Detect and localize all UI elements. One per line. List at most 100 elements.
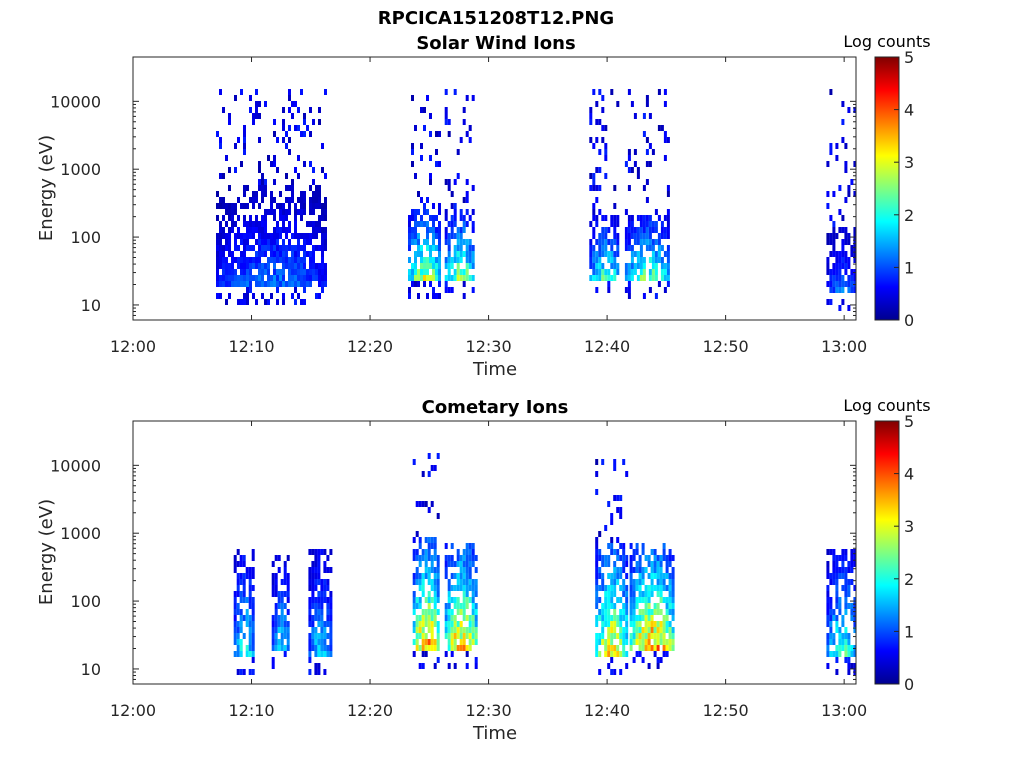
spectrogram-cell	[264, 185, 267, 191]
spectrogram-cell	[847, 287, 851, 293]
spectrogram-cell	[613, 239, 617, 245]
spectrogram-cell	[279, 233, 282, 239]
spectrogram-cell	[844, 651, 848, 657]
spectrogram-cell	[624, 263, 628, 269]
spectrogram-cell	[471, 221, 475, 227]
spectrogram-cell	[261, 275, 264, 281]
spectrogram-cell	[323, 585, 327, 591]
spectrogram-cell	[252, 203, 255, 209]
spectrogram-cell	[242, 591, 246, 597]
spectrogram-cell	[456, 585, 460, 591]
spectrogram-cell	[444, 209, 448, 215]
x-tick-label: 13:00	[821, 701, 867, 720]
spectrogram-cell	[297, 197, 300, 203]
spectrogram-cell	[418, 501, 422, 507]
spectrogram-cell	[314, 669, 318, 675]
spectrogram-cell	[619, 555, 623, 561]
spectrogram-cell	[453, 275, 457, 281]
spectrogram-cell	[595, 555, 599, 561]
spectrogram-cell	[653, 585, 657, 591]
spectrogram-cell	[850, 555, 854, 561]
spectrogram-cell	[329, 645, 333, 651]
spectrogram-cell	[636, 215, 640, 221]
spectrogram-cell	[309, 239, 312, 245]
spectrogram-cell	[273, 131, 276, 137]
spectrogram-cell	[239, 615, 243, 621]
spectrogram-cell	[645, 179, 649, 185]
spectrogram-cell	[639, 221, 643, 227]
spectrogram-cell	[657, 89, 661, 95]
spectrogram-cell	[317, 639, 321, 645]
spectrogram-cell	[243, 149, 246, 155]
spectrogram-cell	[662, 585, 666, 591]
spectrogram-cell	[471, 639, 475, 645]
spectrogram-cell	[245, 597, 249, 603]
spectrogram-cell	[598, 209, 602, 215]
spectrogram-cell	[450, 627, 454, 633]
spectrogram-cell	[595, 549, 599, 555]
spectrogram-cell	[847, 107, 851, 113]
spectrogram-cell	[595, 257, 599, 263]
spectrogram-cell	[633, 149, 637, 155]
spectrogram-cell	[650, 645, 654, 651]
spectrogram-cell	[267, 281, 270, 287]
spectrogram-cell	[323, 579, 327, 585]
spectrogram-cell	[666, 275, 670, 281]
spectrogram-cell	[625, 633, 629, 639]
spectrogram-cell	[610, 257, 614, 263]
spectrogram-cell	[311, 591, 315, 597]
spectrogram-cell	[249, 287, 252, 293]
spectrogram-cell	[832, 609, 836, 615]
spectrogram-cell	[270, 275, 273, 281]
spectrogram-cell	[619, 639, 623, 645]
spectrogram-cell	[453, 663, 457, 669]
spectrogram-cell	[465, 555, 469, 561]
spectrogram-cell	[462, 645, 466, 651]
spectrogram-cell	[318, 185, 321, 191]
spectrogram-cell	[474, 555, 478, 561]
spectrogram-cell	[427, 543, 431, 549]
spectrogram-cell	[622, 645, 626, 651]
spectrogram-cell	[465, 209, 469, 215]
spectrogram-cell	[276, 299, 279, 305]
spectrogram-cell	[835, 143, 839, 149]
spectrogram-cell	[841, 245, 845, 251]
spectrogram-cell	[671, 567, 675, 573]
spectrogram-cell	[432, 203, 435, 209]
x-axis-label: Time	[472, 723, 517, 744]
spectrogram-cell	[624, 275, 628, 281]
spectrogram-cell	[847, 603, 851, 609]
spectrogram-cell	[427, 453, 431, 459]
spectrogram-cell	[433, 573, 437, 579]
spectrogram-cell	[286, 633, 290, 639]
spectrogram-cell	[286, 597, 290, 603]
spectrogram-cell	[668, 561, 672, 567]
spectrogram-cell	[430, 645, 434, 651]
spectrogram-cell	[420, 107, 423, 113]
spectrogram-cell	[630, 269, 634, 275]
spectrogram-cell	[421, 615, 425, 621]
spectrogram-cell	[598, 651, 602, 657]
spectrogram-cell	[438, 257, 441, 263]
spectrogram-cell	[639, 245, 643, 251]
spectrogram-cell	[647, 555, 651, 561]
spectrogram-cell	[636, 251, 640, 257]
spectrogram-cell	[632, 579, 636, 585]
spectrogram-cell	[666, 209, 670, 215]
spectrogram-cell	[329, 549, 333, 555]
spectrogram-cell	[671, 615, 675, 621]
spectrogram-cell	[632, 555, 636, 561]
spectrogram-cell	[243, 263, 246, 269]
spectrogram-cell	[601, 239, 605, 245]
spectrogram-cell	[465, 179, 469, 185]
spectrogram-cell	[424, 501, 428, 507]
spectrogram-cell	[616, 633, 620, 639]
spectrogram-cell	[638, 645, 642, 651]
spectrogram-cell	[231, 221, 234, 227]
spectrogram-cell	[255, 197, 258, 203]
spectrogram-cell	[656, 555, 660, 561]
spectrogram-cell	[847, 633, 851, 639]
spectrogram-cell	[633, 251, 637, 257]
spectrogram-cell	[468, 125, 472, 131]
spectrogram-cell	[426, 233, 429, 239]
